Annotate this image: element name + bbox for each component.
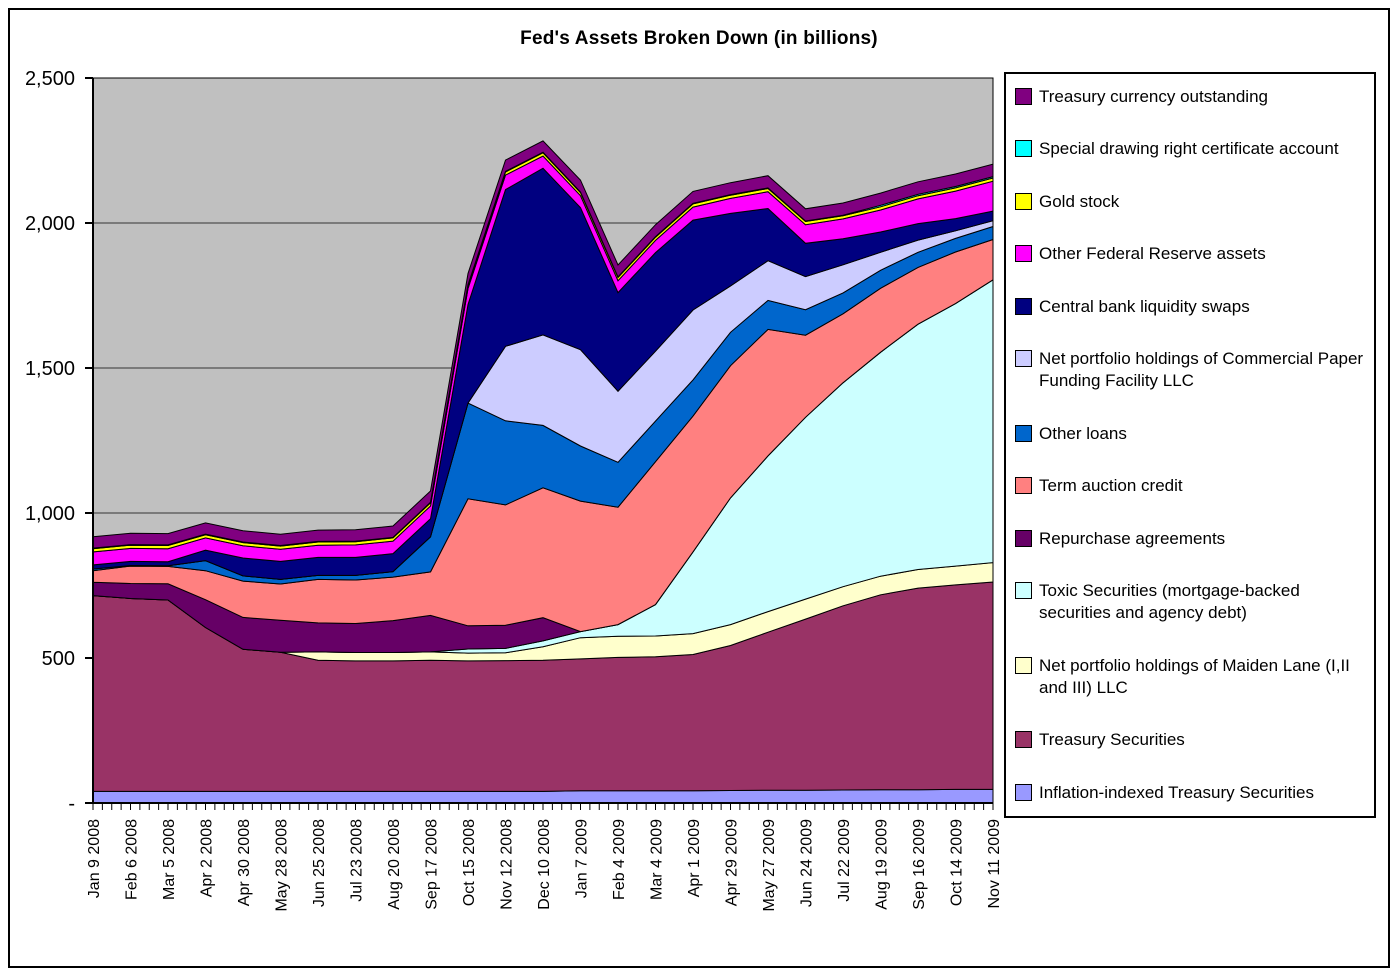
legend-label-treasury-currency-outstanding: Treasury currency outstanding (1039, 87, 1268, 106)
legend-swatch-repurchase-agreements (1015, 529, 1032, 547)
x-tick-label-jul-23-2008: Jul 23 2008 (349, 819, 366, 902)
legend-swatch-treasury-currency-outstanding (1015, 88, 1032, 105)
legend-item-gold-stock: Gold stock (1015, 191, 1368, 213)
legend-swatch-net-portfolio-holdings-of-commercial-paper-funding-facility-llc (1015, 350, 1032, 368)
x-tick-label-apr-29-2009: Apr 29 2009 (724, 819, 741, 906)
legend-label-repurchase-agreements: Repurchase agreements (1039, 528, 1226, 548)
legend-label-inflation-indexed-treasury-securities: Inflation-indexed Treasury Securities (1039, 782, 1314, 802)
legend-swatch-net-portfolio-holdings-of-maiden-lane-i-ii-and-iii-llc (1015, 656, 1032, 674)
legend-swatch-central-bank-liquidity-swaps (1015, 297, 1032, 315)
legend-label-toxic-securities-mortgage-backed-securities-and-agency-debt: Toxic Securities (mortgage-backed securi… (1039, 581, 1300, 623)
legend-label-term-auction-credit: Term auction credit (1039, 476, 1183, 496)
x-tick-label-dec-10-2008: Dec 10 2008 (536, 819, 553, 910)
legend-swatch-special-drawing-right-certificate-account (1015, 140, 1032, 158)
legend-item-other-federal-reserve-assets: Other Federal Reserve assets (1015, 243, 1368, 265)
legend-item-special-drawing-right-certificate-account: Special drawing right certificate accoun… (1015, 138, 1368, 160)
legend-item-treasury-securities: Treasury Securities (1015, 729, 1368, 751)
legend-item-toxic-securities-mortgage-backed-securities-and-agency-debt: Toxic Securities (mortgage-backed securi… (1015, 580, 1368, 624)
x-tick-label-oct-14-2009: Oct 14 2009 (949, 819, 966, 906)
legend-label-net-portfolio-holdings-of-maiden-lane-i-ii-and-iii-llc: Net portfolio holdings of Maiden Lane (I… (1039, 655, 1350, 697)
y-tick-label-1500: 1,500 (25, 358, 75, 380)
chart-title: Fed's Assets Broken Down (in billions) (520, 28, 878, 49)
legend-item-inflation-indexed-treasury-securities: Inflation-indexed Treasury Securities (1015, 782, 1368, 804)
legend-swatch-gold-stock (1015, 192, 1032, 210)
x-tick-label-apr-1-2009: Apr 1 2009 (686, 819, 703, 897)
legend-swatch-treasury-securities (1015, 731, 1032, 749)
legend-swatch-other-federal-reserve-assets (1015, 245, 1032, 263)
x-tick-label-may-27-2009: May 27 2009 (761, 819, 778, 912)
x-tick-label-apr-2-2008: Apr 2 2008 (199, 819, 216, 897)
legend-label-other-loans: Other loans (1039, 423, 1127, 443)
legend-label-other-federal-reserve-assets: Other Federal Reserve assets (1039, 244, 1266, 264)
x-tick-label-sep-16-2009: Sep 16 2009 (911, 819, 928, 910)
legend-label-treasury-securities: Treasury Securities (1039, 730, 1185, 750)
legend: Treasury currency outstanding Special dra… (1004, 72, 1376, 818)
x-tick-label-jan-7-2009: Jan 7 2009 (574, 819, 591, 898)
legend-item-term-auction-credit: Term auction credit (1015, 475, 1368, 497)
y-tick-label-2000: 2,000 (25, 213, 75, 235)
x-tick-label-feb-4-2009: Feb 4 2009 (611, 819, 628, 900)
legend-swatch-inflation-indexed-treasury-securities (1015, 783, 1032, 801)
legend-item-treasury-currency-outstanding: Treasury currency outstanding (1015, 86, 1368, 108)
x-tick-label-feb-6-2008: Feb 6 2008 (124, 819, 141, 900)
legend-label-central-bank-liquidity-swaps: Central bank liquidity swaps (1039, 296, 1250, 316)
x-tick-label-jun-24-2009: Jun 24 2009 (799, 819, 816, 907)
x-tick-label-jun-25-2008: Jun 25 2008 (311, 819, 328, 907)
x-tick-label-jan-9-2008: Jan 9 2008 (86, 819, 103, 898)
x-tick-label-nov-12-2008: Nov 12 2008 (499, 819, 516, 910)
y-tick-label-2500: 2,500 (25, 68, 75, 90)
x-tick-label-nov-11-2009: Nov 11 2009 (986, 819, 1003, 909)
legend-label-special-drawing-right-certificate-account: Special drawing right certificate accoun… (1039, 139, 1339, 159)
legend-swatch-term-auction-credit (1015, 477, 1032, 495)
x-tick-label-mar-5-2008: Mar 5 2008 (161, 819, 178, 900)
x-tick-label-mar-4-2009: Mar 4 2009 (649, 819, 666, 900)
legend-item-central-bank-liquidity-swaps: Central bank liquidity swaps (1015, 296, 1368, 318)
legend-item-repurchase-agreements: Repurchase agreements (1015, 528, 1368, 550)
x-tick-label-apr-30-2008: Apr 30 2008 (236, 819, 253, 906)
legend-label-gold-stock: Gold stock (1039, 191, 1120, 211)
legend-swatch-other-loans (1015, 424, 1032, 442)
y-tick-label-1000: 1,000 (25, 503, 75, 525)
x-tick-label-oct-15-2008: Oct 15 2008 (461, 819, 478, 906)
x-tick-label-aug-20-2008: Aug 20 2008 (386, 819, 403, 910)
legend-item-net-portfolio-holdings-of-maiden-lane-i-ii-and-iii-llc: Net portfolio holdings of Maiden Lane (I… (1015, 655, 1368, 699)
x-tick-label-may-28-2008: May 28 2008 (274, 819, 291, 912)
legend-item-net-portfolio-holdings-of-commercial-paper-funding-facility-llc: Net portfolio holdings of Commercial Pap… (1015, 348, 1368, 392)
x-tick-label-jul-22-2009: Jul 22 2009 (836, 819, 853, 902)
legend-label-net-portfolio-holdings-of-commercial-paper-funding-facility-llc: Net portfolio holdings of Commercial Pap… (1039, 349, 1364, 391)
x-tick-label-aug-19-2009: Aug 19 2009 (874, 819, 891, 910)
x-tick-label-sep-17-2008: Sep 17 2008 (424, 819, 441, 910)
legend-item-other-loans: Other loans (1015, 423, 1368, 445)
legend-swatch-toxic-securities-mortgage-backed-securities-and-agency-debt (1015, 582, 1032, 600)
y-tick-label-0: - (68, 793, 75, 815)
y-tick-label-500: 500 (42, 648, 75, 670)
